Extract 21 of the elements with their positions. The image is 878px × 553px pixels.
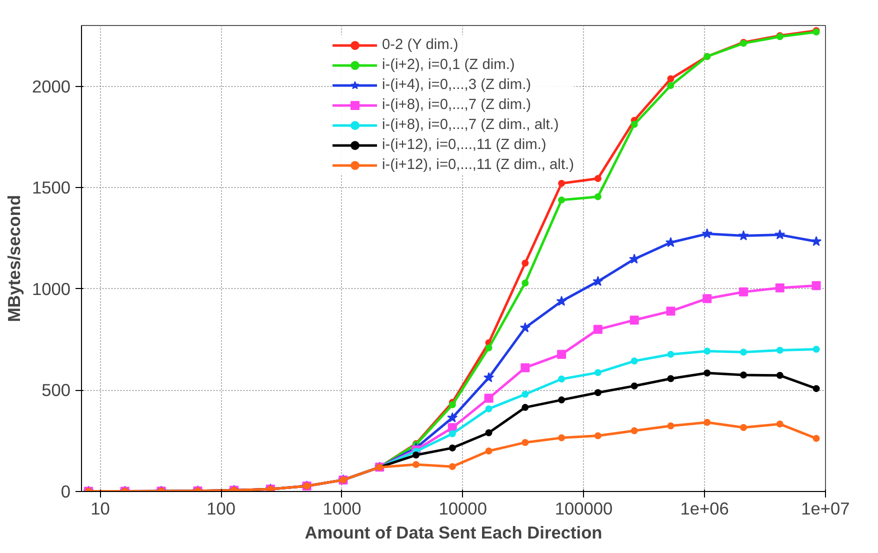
x-axis-title: Amount of Data Sent Each Direction [304,522,602,542]
legend-label: i-(i+12), i=0,...,11 (Z dim., alt.) [382,157,574,173]
x-tick-label: 1e+06 [680,498,729,518]
legend-label: i-(i+4), i=0,...,3 (Z dim.) [382,77,532,93]
y-tick-label: 1500 [32,178,71,198]
legend-label: i-(i+12), i=0,...,11 (Z dim.) [382,137,546,153]
y-tick-label: 2000 [32,76,71,96]
legend-label: i-(i+8), i=0,...,7 (Z dim., alt.) [382,117,559,133]
x-tick-label: 100000 [554,498,613,518]
x-tick-label: 10000 [438,498,487,518]
y-tick-label: 0 [60,482,71,502]
x-tick-label: 1000 [322,498,362,518]
y-tick-label: 1000 [32,278,71,299]
y-tick-label: 500 [42,380,71,400]
x-tick-label: 100 [206,498,236,518]
x-tick-label: 1e+07 [801,498,850,518]
legend-label: 0-2 (Y dim.) [382,37,458,53]
x-tick-label: 10 [90,498,110,518]
y-axis-title: MBytes/second [4,194,24,322]
legend-label: i-(i+2), i=0,1 (Z dim.) [382,57,515,73]
legend-label: i-(i+8), i=0,...,7 (Z dim.) [382,97,532,113]
